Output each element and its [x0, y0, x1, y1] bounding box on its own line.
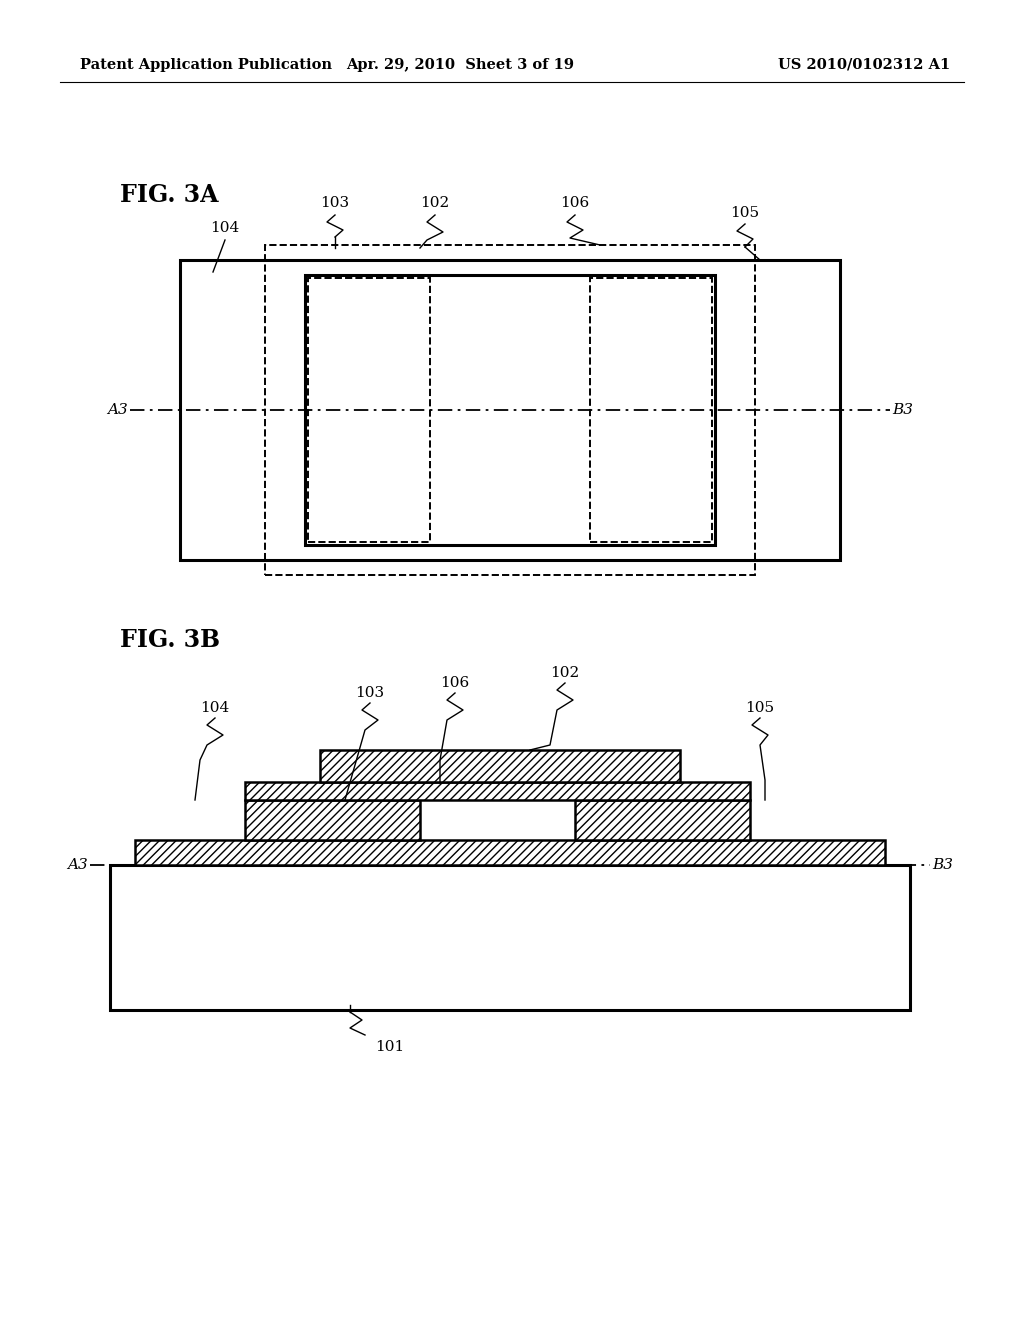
Text: Apr. 29, 2010  Sheet 3 of 19: Apr. 29, 2010 Sheet 3 of 19 [346, 58, 574, 73]
Text: FIG. 3A: FIG. 3A [120, 183, 218, 207]
Text: A3: A3 [108, 403, 128, 417]
Text: 104: 104 [201, 701, 229, 715]
Bar [180, 260, 840, 560]
Bar [135, 840, 885, 865]
Text: 106: 106 [560, 195, 590, 210]
Text: 105: 105 [730, 206, 760, 220]
Text: 103: 103 [321, 195, 349, 210]
Text: B3: B3 [932, 858, 953, 873]
Bar [319, 750, 680, 781]
Bar [575, 800, 750, 840]
Text: 104: 104 [210, 220, 240, 235]
Text: FIG. 3B: FIG. 3B [120, 628, 220, 652]
Text: A3: A3 [68, 858, 88, 873]
Bar [110, 865, 910, 1010]
Bar [245, 781, 750, 800]
Text: B3: B3 [892, 403, 913, 417]
Bar [319, 750, 680, 781]
Bar [245, 781, 750, 800]
Bar [245, 781, 750, 800]
Bar [245, 800, 420, 840]
Text: 101: 101 [376, 1040, 404, 1053]
Text: Patent Application Publication: Patent Application Publication [80, 58, 332, 73]
Bar [135, 840, 885, 865]
Bar [575, 800, 750, 840]
Text: 106: 106 [440, 676, 470, 690]
Text: 102: 102 [421, 195, 450, 210]
Bar [308, 279, 430, 543]
Text: 102: 102 [550, 667, 580, 680]
Bar [305, 275, 715, 545]
Text: 103: 103 [355, 686, 385, 700]
Bar [319, 750, 680, 781]
Bar [135, 840, 885, 865]
Bar [245, 800, 420, 840]
Bar [245, 800, 420, 840]
Bar [575, 800, 750, 840]
Text: US 2010/0102312 A1: US 2010/0102312 A1 [778, 58, 950, 73]
Bar [265, 246, 755, 576]
Bar [590, 279, 712, 543]
Text: 105: 105 [745, 701, 774, 715]
